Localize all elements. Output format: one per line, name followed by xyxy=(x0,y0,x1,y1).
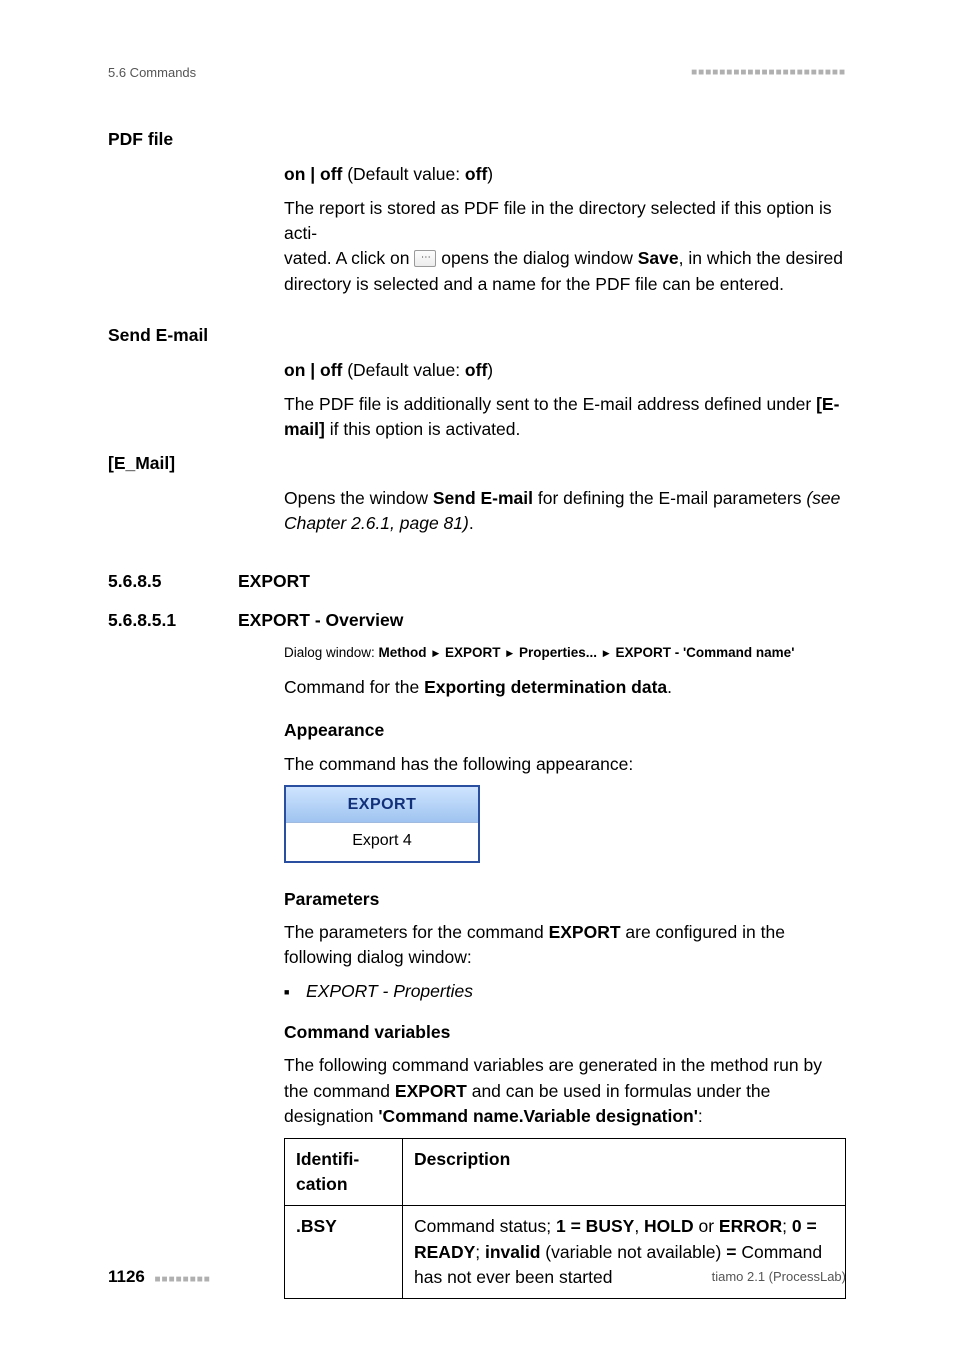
export-command-block: EXPORT Export 4 xyxy=(284,785,480,862)
parameters-text: The parameters for the command EXPORT ar… xyxy=(284,920,846,971)
pdf-file-desc: The report is stored as PDF file in the … xyxy=(284,196,846,298)
command-variables-text: The following command variables are gene… xyxy=(284,1053,846,1129)
send-email-default: on | off (Default value: off) xyxy=(284,358,846,383)
appearance-heading: Appearance xyxy=(284,718,846,743)
e-mail-desc: Opens the window Send E-mail for definin… xyxy=(284,486,846,537)
appearance-text: The command has the following appearance… xyxy=(284,752,846,777)
table-header-identification: Identifi­cation xyxy=(285,1138,403,1206)
page-footer: 1126 ■■■■■■■■ tiamo 2.1 (ProcessLab) xyxy=(108,1265,846,1290)
section-title: EXPORT xyxy=(238,569,310,594)
send-email-desc: The PDF file is additionally sent to the… xyxy=(284,392,846,443)
subsection-title: EXPORT - Overview xyxy=(238,608,403,633)
export-block-head: EXPORT xyxy=(286,787,478,823)
subsection-number: 5.6.8.5.1 xyxy=(108,608,238,633)
section-number: 5.6.8.5 xyxy=(108,569,238,594)
command-for: Command for the Exporting determination … xyxy=(284,675,846,700)
footer-dots: ■■■■■■■■ xyxy=(155,1274,211,1285)
onoff: on | off xyxy=(284,164,342,184)
dialog-breadcrumb: Dialog window: Method ▶ EXPORT ▶ Propert… xyxy=(284,643,846,663)
e-mail-heading: [E_Mail] xyxy=(108,451,284,476)
header-left: 5.6 Commands xyxy=(108,64,196,83)
send-email-heading: Send E-mail xyxy=(108,323,284,348)
pdf-file-heading: PDF file xyxy=(108,127,284,152)
pdf-file-default: on | off (Default value: off) xyxy=(284,162,846,187)
export-block-body: Export 4 xyxy=(286,823,478,860)
command-variables-heading: Command variables xyxy=(284,1020,846,1045)
table-header-description: Description xyxy=(403,1138,846,1206)
page-number: 1126 xyxy=(108,1267,145,1286)
ellipsis-icon[interactable]: ⋯ xyxy=(414,250,436,267)
parameters-list-item: EXPORT - Properties xyxy=(284,979,846,1004)
parameters-heading: Parameters xyxy=(284,887,846,912)
running-header: 5.6 Commands ■■■■■■■■■■■■■■■■■■■■■■ xyxy=(108,64,846,83)
header-dots: ■■■■■■■■■■■■■■■■■■■■■■ xyxy=(691,66,846,81)
footer-right: tiamo 2.1 (ProcessLab) xyxy=(712,1268,846,1287)
